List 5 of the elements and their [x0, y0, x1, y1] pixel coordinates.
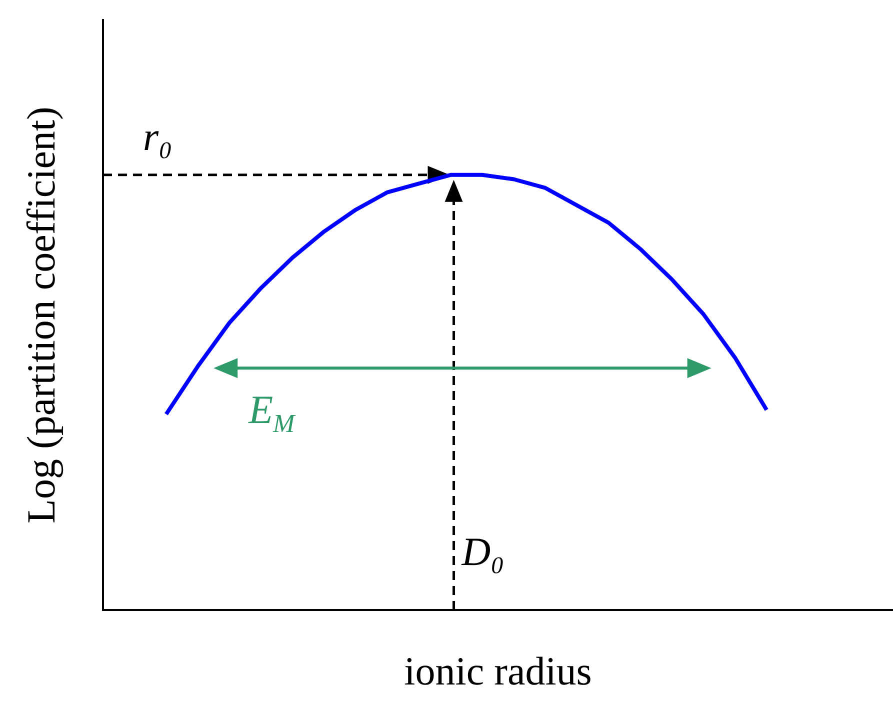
annotation: D₀ — [462, 529, 505, 574]
annotation: E$_{M}$ — [248, 387, 295, 438]
y-axis-title: Log (partition coefficient) — [18, 106, 64, 524]
x-axis-title: ionic radius — [404, 648, 592, 694]
text: r₀ — [143, 114, 172, 159]
